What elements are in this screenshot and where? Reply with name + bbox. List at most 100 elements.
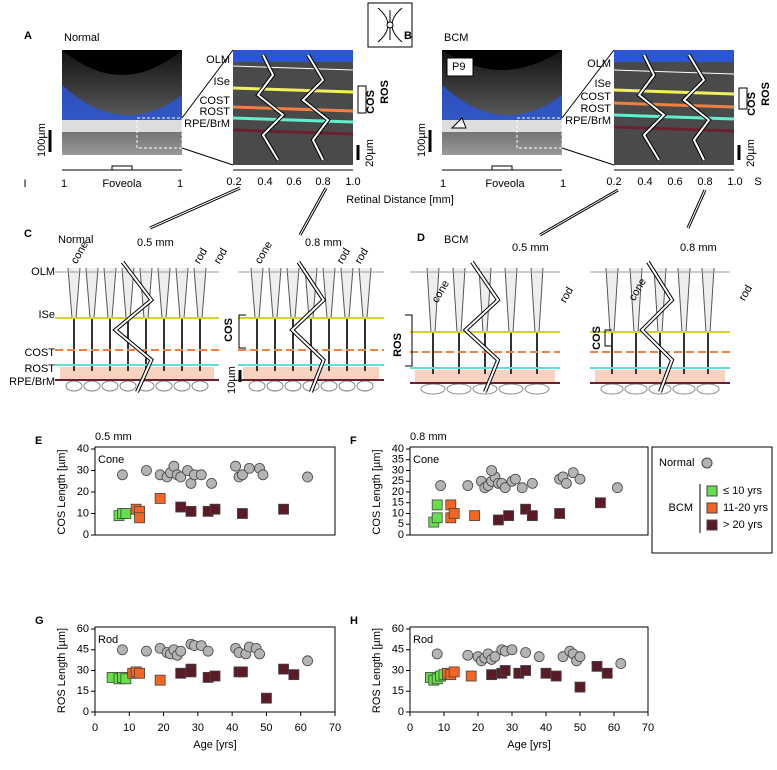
layer-line: [232, 116, 354, 124]
legend-label: ≤ 10 yrs: [723, 485, 763, 497]
rpe-band: [243, 367, 379, 380]
point: [278, 663, 289, 675]
point: [601, 667, 613, 679]
layer-line: [613, 113, 735, 121]
x-tick-label: 70: [642, 722, 654, 734]
x-tick-label: 20: [472, 722, 484, 734]
y-tick-label: 30: [392, 464, 404, 476]
plot-frame: [94, 626, 336, 713]
bracket: [357, 85, 367, 114]
point: [486, 669, 498, 681]
y-tick-label: 60: [392, 623, 404, 635]
layer-label: OLM: [587, 58, 611, 70]
x-tick-label: 0: [92, 722, 98, 734]
point: [462, 649, 474, 661]
photoreceptor: [358, 267, 372, 319]
panel-letter: A: [24, 30, 32, 42]
cell-label: rod: [353, 246, 371, 266]
axis-label: 0.6: [667, 176, 682, 188]
point: [448, 666, 460, 678]
eye-icon: [367, 2, 413, 48]
y-tick-label: 20: [77, 486, 89, 498]
photoreceptor: [103, 267, 117, 319]
y-axis-label: COS Length [µm]: [371, 449, 383, 534]
layer-line: [232, 65, 354, 71]
point: [506, 644, 518, 656]
photoreceptor: [677, 267, 691, 333]
chart-subtitle: 0.8 mm: [410, 431, 447, 443]
layer-label: ROST: [24, 363, 55, 375]
y-tick-label: 15: [392, 685, 404, 697]
axis-title: Retinal Distance [mm]: [346, 194, 454, 206]
point: [486, 465, 498, 476]
point: [117, 644, 128, 656]
bracket-label: ROS: [379, 80, 391, 104]
oct-band: [62, 85, 182, 120]
point: [540, 667, 552, 679]
photoreceptor: [701, 267, 715, 333]
axis-label: 0.8: [697, 176, 712, 188]
legend-marker: [706, 485, 718, 497]
rpe-band: [60, 367, 214, 380]
arrowhead: [450, 117, 467, 129]
x-tick-label: 50: [574, 722, 586, 734]
arrow: [299, 187, 327, 236]
photoreceptor: [175, 267, 189, 319]
panel-letter: H: [350, 615, 358, 627]
axis-label: 0.6: [286, 176, 301, 188]
point: [257, 469, 269, 481]
rpe-cell: [672, 383, 696, 395]
point: [561, 477, 572, 489]
y-tick-label: 5: [398, 518, 404, 530]
rpe-cell: [446, 383, 472, 395]
axis-label: I: [23, 178, 26, 190]
layer-line: [613, 88, 735, 96]
point: [175, 471, 187, 483]
point: [237, 666, 248, 678]
panel-letter: B: [404, 30, 412, 42]
point: [302, 655, 313, 667]
oct-zoom-nfl: [614, 50, 734, 62]
profile: [682, 54, 711, 161]
y-tick-label: 0: [398, 706, 404, 718]
cell-label: rod: [558, 285, 576, 305]
bracket: [405, 314, 413, 367]
scale-label: 100µm: [36, 123, 48, 157]
point: [141, 645, 152, 657]
x-tick-label: 30: [506, 722, 518, 734]
photoreceptor: [452, 267, 466, 333]
arrow: [687, 189, 706, 229]
y-tick-label: 0: [398, 529, 404, 541]
point: [209, 503, 221, 515]
bracket-label: COS: [591, 326, 603, 350]
rpe-cell: [420, 383, 446, 395]
point: [261, 692, 272, 704]
point: [448, 508, 460, 519]
scale-label: 10µm: [226, 366, 238, 394]
rpe-cell: [524, 383, 550, 395]
profile: [637, 54, 666, 161]
axis-label: Foveola: [485, 178, 525, 190]
photoreceptor: [85, 267, 99, 319]
point: [574, 651, 586, 663]
photoreceptor: [157, 267, 171, 319]
y-tick-label: 35: [392, 454, 404, 466]
zoom-box: [136, 117, 183, 149]
x-axis-label: Age [yrs]: [193, 739, 236, 751]
legend-label: 11-20 yrs: [723, 502, 769, 514]
point: [202, 645, 214, 657]
cell-label: cone: [253, 239, 275, 266]
axis-label: 1: [177, 178, 183, 190]
legend-label: Normal: [659, 457, 694, 469]
layer-label: ROST: [199, 106, 230, 118]
rpe-band: [595, 370, 725, 383]
oct-zoom-nfl: [233, 50, 353, 62]
photoreceptor: [605, 267, 619, 333]
foveola-bracket: [491, 165, 513, 171]
photoreceptor: [322, 267, 336, 319]
y-tick-label: 10: [77, 507, 89, 519]
layer-line: [613, 125, 735, 133]
point: [567, 467, 579, 479]
rpe-cell: [338, 380, 356, 392]
